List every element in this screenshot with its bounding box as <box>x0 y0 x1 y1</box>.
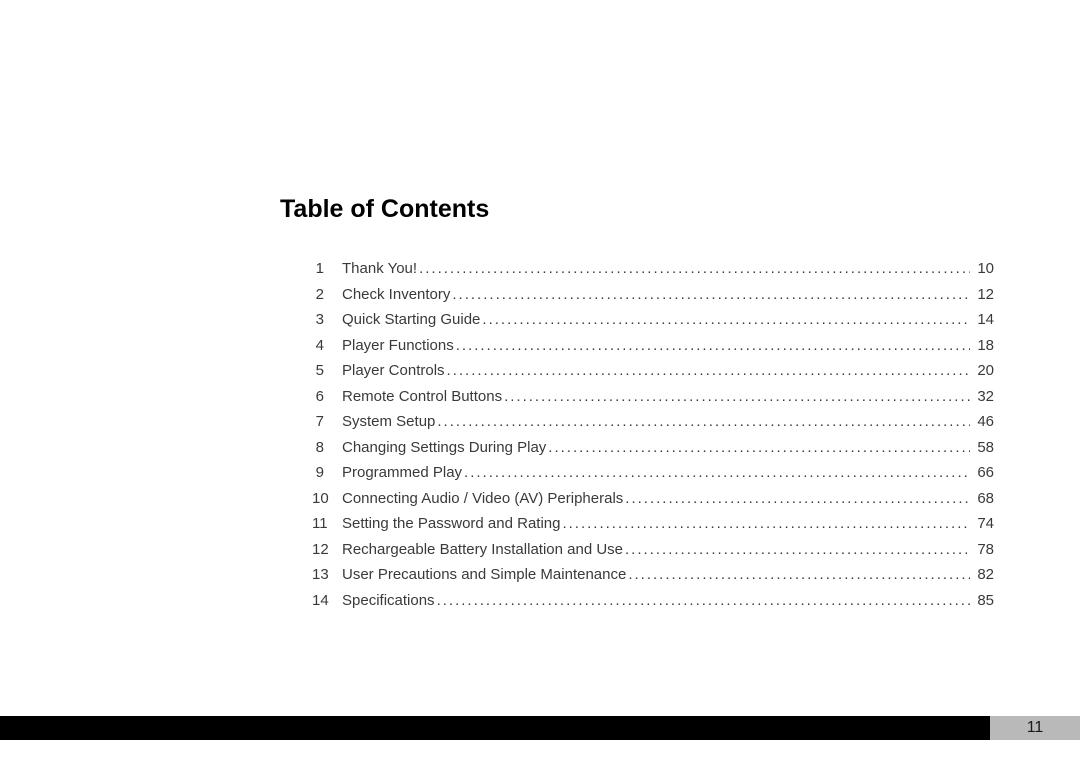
toc-entry-number: 2 <box>312 282 342 308</box>
toc-entry-number: 11 <box>312 511 342 537</box>
toc-entry-page: 85 <box>970 588 1000 614</box>
toc-entry-title: Setting the Password and Rating <box>342 511 560 537</box>
toc-heading: Table of Contents <box>280 195 1000 224</box>
page-number: 11 <box>990 716 1080 740</box>
toc-entry-title: Remote Control Buttons <box>342 384 502 410</box>
toc-entry-number: 8 <box>312 435 342 461</box>
toc-entry-page: 46 <box>970 409 1000 435</box>
toc-entry-title: Player Controls <box>342 358 445 384</box>
toc-entry-page: 68 <box>970 486 1000 512</box>
toc-entry: 7System Setup...........................… <box>312 409 1000 435</box>
toc-entry-page: 10 <box>970 256 1000 282</box>
toc-entry: 11Setting the Password and Rating.......… <box>312 511 1000 537</box>
toc-entry-title: System Setup <box>342 409 435 435</box>
toc-entry: 6Remote Control Buttons.................… <box>312 384 1000 410</box>
toc-entry: 9Programmed Play........................… <box>312 460 1000 486</box>
toc-leader-dots: ........................................… <box>560 511 970 537</box>
toc-leader-dots: ........................................… <box>546 435 970 461</box>
toc-entry: 14Specifications........................… <box>312 588 1000 614</box>
toc-leader-dots: ........................................… <box>435 588 970 614</box>
toc-entry: 13User Precautions and Simple Maintenanc… <box>312 562 1000 588</box>
toc-entry-number: 13 <box>312 562 342 588</box>
toc-entry-title: Quick Starting Guide <box>342 307 480 333</box>
toc-leader-dots: ........................................… <box>623 486 970 512</box>
toc-entry-title: Connecting Audio / Video (AV) Peripheral… <box>342 486 623 512</box>
footer-bar: 11 <box>0 716 1080 740</box>
toc-entry: 8Changing Settings During Play..........… <box>312 435 1000 461</box>
toc-list: 1Thank You!.............................… <box>280 256 1000 613</box>
toc-entry-page: 12 <box>970 282 1000 308</box>
toc-entry-title: Thank You! <box>342 256 417 282</box>
toc-leader-dots: ........................................… <box>462 460 970 486</box>
toc-entry-title: Check Inventory <box>342 282 450 308</box>
toc-entry-title: User Precautions and Simple Maintenance <box>342 562 626 588</box>
toc-leader-dots: ........................................… <box>623 537 970 563</box>
toc-entry-title: Programmed Play <box>342 460 462 486</box>
toc-leader-dots: ........................................… <box>626 562 970 588</box>
toc-entry: 10Connecting Audio / Video (AV) Peripher… <box>312 486 1000 512</box>
toc-leader-dots: ........................................… <box>450 282 970 308</box>
toc-entry: 1Thank You!.............................… <box>312 256 1000 282</box>
toc-entry: 12Rechargeable Battery Installation and … <box>312 537 1000 563</box>
toc-entry-page: 14 <box>970 307 1000 333</box>
toc-entry-number: 1 <box>312 256 342 282</box>
toc-entry-number: 12 <box>312 537 342 563</box>
toc-leader-dots: ........................................… <box>502 384 970 410</box>
toc-entry-number: 9 <box>312 460 342 486</box>
toc-entry-number: 14 <box>312 588 342 614</box>
toc-entry-page: 58 <box>970 435 1000 461</box>
toc-entry-number: 4 <box>312 333 342 359</box>
toc-entry-page: 20 <box>970 358 1000 384</box>
toc-entry-page: 78 <box>970 537 1000 563</box>
toc-entry-number: 5 <box>312 358 342 384</box>
toc-leader-dots: ........................................… <box>435 409 970 435</box>
toc-entry-number: 6 <box>312 384 342 410</box>
toc-entry: 3Quick Starting Guide...................… <box>312 307 1000 333</box>
toc-entry-number: 10 <box>312 486 342 512</box>
toc-entry-page: 82 <box>970 562 1000 588</box>
toc-entry-number: 7 <box>312 409 342 435</box>
footer-black-region <box>0 716 990 740</box>
toc-entry: 4Player Functions.......................… <box>312 333 1000 359</box>
toc-entry-number: 3 <box>312 307 342 333</box>
toc-entry-title: Changing Settings During Play <box>342 435 546 461</box>
toc-leader-dots: ........................................… <box>445 358 970 384</box>
toc-entry: 2Check Inventory........................… <box>312 282 1000 308</box>
toc-entry-page: 74 <box>970 511 1000 537</box>
toc-entry-page: 18 <box>970 333 1000 359</box>
toc-entry-title: Player Functions <box>342 333 454 359</box>
page-content: Table of Contents 1Thank You!...........… <box>0 0 1080 613</box>
toc-entry-page: 66 <box>970 460 1000 486</box>
toc-leader-dots: ........................................… <box>480 307 970 333</box>
toc-entry-page: 32 <box>970 384 1000 410</box>
toc-entry-title: Rechargeable Battery Installation and Us… <box>342 537 623 563</box>
toc-entry-title: Specifications <box>342 588 435 614</box>
toc-leader-dots: ........................................… <box>417 256 970 282</box>
toc-entry: 5Player Controls........................… <box>312 358 1000 384</box>
toc-leader-dots: ........................................… <box>454 333 970 359</box>
